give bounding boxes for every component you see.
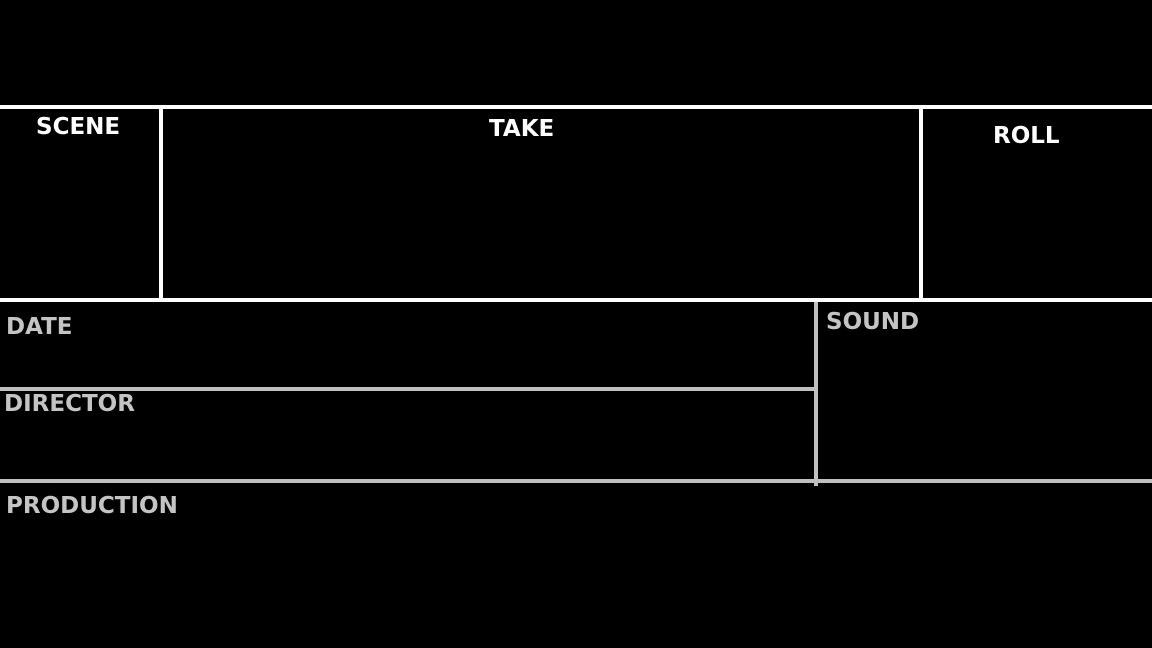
director-label: DIRECTOR (4, 391, 135, 417)
production-cell: PRODUCTION (0, 484, 1152, 648)
date-cell: DATE (0, 303, 814, 387)
take-roll-divider (919, 107, 923, 300)
sound-cell: SOUND (819, 303, 1152, 479)
production-label: PRODUCTION (6, 493, 178, 519)
scene-take-divider (159, 105, 163, 300)
director-cell: DIRECTOR (0, 391, 814, 479)
take-label: TAKE (489, 116, 555, 142)
sound-label: SOUND (826, 309, 920, 335)
date-label: DATE (6, 314, 73, 340)
top-border-line (0, 105, 1152, 109)
roll-label: ROLL (993, 123, 1060, 149)
sound-divider (814, 302, 818, 486)
scene-label: SCENE (36, 114, 121, 140)
scene-cell: SCENE (0, 110, 160, 300)
roll-cell: ROLL (924, 110, 1152, 300)
production-top-line (0, 479, 1152, 483)
take-cell: TAKE (164, 110, 920, 300)
top-row-bottom-line (0, 298, 1152, 302)
date-director-divider (0, 387, 816, 391)
